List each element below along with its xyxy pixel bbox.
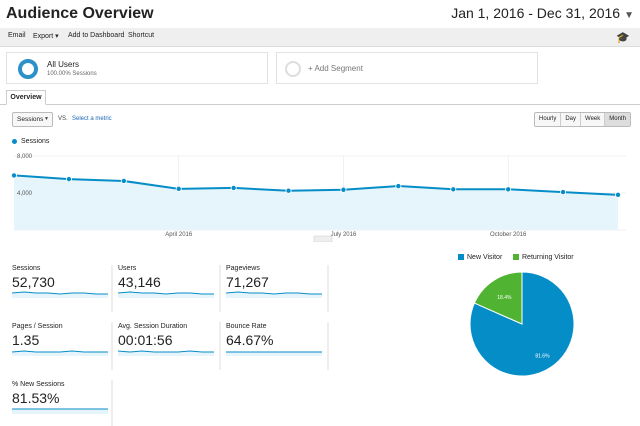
segment-all-users[interactable]: All Users 100.00% Sessions [6, 52, 268, 84]
data-point[interactable] [175, 185, 182, 192]
granularity-hourly-button[interactable]: Hourly [535, 113, 562, 126]
visitor-pie-chart: 81.6% 18.4% [469, 271, 575, 377]
segment-name: All Users [47, 60, 80, 69]
pie-legend-label: Returning Visitor [522, 254, 574, 261]
stat-value: 43,146 [118, 274, 161, 290]
stat-avg-session-duration: Avg. Session Duration 00:01:56 [118, 323, 221, 356]
stat-sessions: Sessions 52,730 [12, 265, 115, 298]
granularity-toggle: Hourly Day Week Month [534, 112, 631, 127]
stat-label: Bounce Rate [226, 323, 267, 330]
granularity-month-button[interactable]: Month [605, 113, 630, 126]
stat-value: 64.67% [226, 332, 274, 348]
sparkline [118, 291, 214, 298]
tab-overview[interactable]: Overview [6, 90, 46, 105]
sessions-area [14, 175, 618, 230]
chart-resize-handle[interactable] [313, 235, 333, 242]
stat-label: Sessions [12, 265, 41, 272]
date-range-label: Jan 1, 2016 - Dec 31, 2016 [451, 5, 621, 21]
stat-label: % New Sessions [12, 381, 65, 388]
date-range-picker[interactable]: Jan 1, 2016 - Dec 31, 2016 ▼ [451, 5, 634, 21]
pie-legend-returning-visitor: Returning Visitor [513, 254, 574, 261]
stat-bounce-rate: Bounce Rate 64.67% [226, 323, 329, 356]
sparkline [226, 291, 322, 298]
stat-label: Avg. Session Duration [118, 323, 188, 330]
stat-value: 00:01:56 [118, 332, 173, 348]
data-point[interactable] [65, 176, 72, 183]
y-tick-label: 4,000 [17, 191, 33, 197]
shortcut-button[interactable]: Shortcut [128, 32, 155, 39]
x-tick-label: April 2016 [165, 232, 193, 238]
metric-select[interactable]: Sessions ▼ [12, 112, 53, 127]
legend-dot-icon [12, 138, 17, 144]
export-button[interactable]: Export ▾ [33, 33, 59, 40]
stat-pages-per-session: Pages / Session 1.35 [12, 323, 115, 356]
tab-divider [0, 104, 640, 105]
vs-label: VS. [58, 116, 68, 122]
segment-ring-icon [18, 59, 38, 79]
metric-select-value: Sessions [17, 116, 44, 123]
data-point[interactable] [560, 189, 567, 196]
chevron-down-icon: ▼ [44, 116, 49, 122]
granularity-day-button[interactable]: Day [561, 113, 582, 126]
data-point[interactable] [230, 184, 237, 191]
data-point[interactable] [615, 191, 622, 198]
legend-square-icon [513, 254, 519, 261]
add-to-dashboard-button[interactable]: Add to Dashboard [68, 32, 125, 39]
stat-value: 71,267 [226, 274, 269, 290]
y-tick-label: 8,000 [17, 154, 33, 160]
data-point[interactable] [505, 186, 512, 193]
legend-label-sessions: Sessions [21, 138, 50, 145]
data-point[interactable] [340, 186, 347, 193]
data-point[interactable] [450, 186, 457, 193]
stat-pageviews: Pageviews 71,267 [226, 265, 329, 298]
page-header: Audience Overview Jan 1, 2016 - Dec 31, … [0, 0, 640, 28]
data-point[interactable] [120, 177, 127, 184]
stat-label: Pageviews [226, 265, 260, 272]
graduation-cap-icon[interactable]: 🎓 [616, 32, 630, 44]
x-tick-label: October 2016 [490, 232, 527, 238]
page-title: Audience Overview [6, 5, 154, 22]
segment-subtitle: 100.00% Sessions [47, 71, 97, 77]
email-button[interactable]: Email [8, 32, 26, 39]
stat-value: 81.53% [12, 390, 60, 406]
chevron-down-icon: ▼ [624, 10, 634, 21]
add-segment-button[interactable]: + Add Segment [276, 52, 538, 84]
x-tick-label: July 2016 [331, 232, 357, 238]
sparkline [118, 350, 214, 356]
add-segment-label: + Add Segment [308, 64, 363, 73]
sessions-line-chart: 8,000 4,000 April 2016 July 2016 October 201… [10, 154, 626, 242]
pie-data-label: 81.6% [535, 353, 550, 359]
select-metric-link[interactable]: Select a metric [72, 116, 112, 122]
sparkline [12, 291, 108, 298]
chart-legend: Sessions [12, 138, 49, 145]
pie-legend-label: New Visitor [467, 254, 503, 261]
sessions-line [13, 174, 619, 196]
pie-data-label: 18.4% [497, 295, 512, 301]
sparkline [12, 408, 108, 414]
data-point[interactable] [395, 183, 402, 190]
empty-segment-icon [285, 61, 301, 77]
stats-grid-lines [111, 265, 329, 426]
granularity-week-button[interactable]: Week [581, 113, 606, 126]
stat-value: 1.35 [12, 332, 40, 348]
stat-label: Users [118, 265, 137, 272]
stat-value: 52,730 [12, 274, 55, 290]
sparkline [12, 350, 108, 356]
pie-legend-new-visitor: New Visitor [458, 254, 502, 261]
stat-label: Pages / Session [12, 323, 63, 330]
data-point[interactable] [10, 172, 17, 179]
legend-square-icon [458, 254, 464, 261]
data-point[interactable] [285, 187, 292, 194]
stat-new-sessions: % New Sessions 81.53% [12, 381, 115, 414]
sparkline [226, 351, 322, 356]
pie-slice-returning-visitor[interactable] [473, 271, 523, 325]
report-toolbar: Email Export ▾ Add to Dashboard Shortcut… [0, 28, 640, 47]
stat-users: Users 43,146 [118, 265, 221, 298]
